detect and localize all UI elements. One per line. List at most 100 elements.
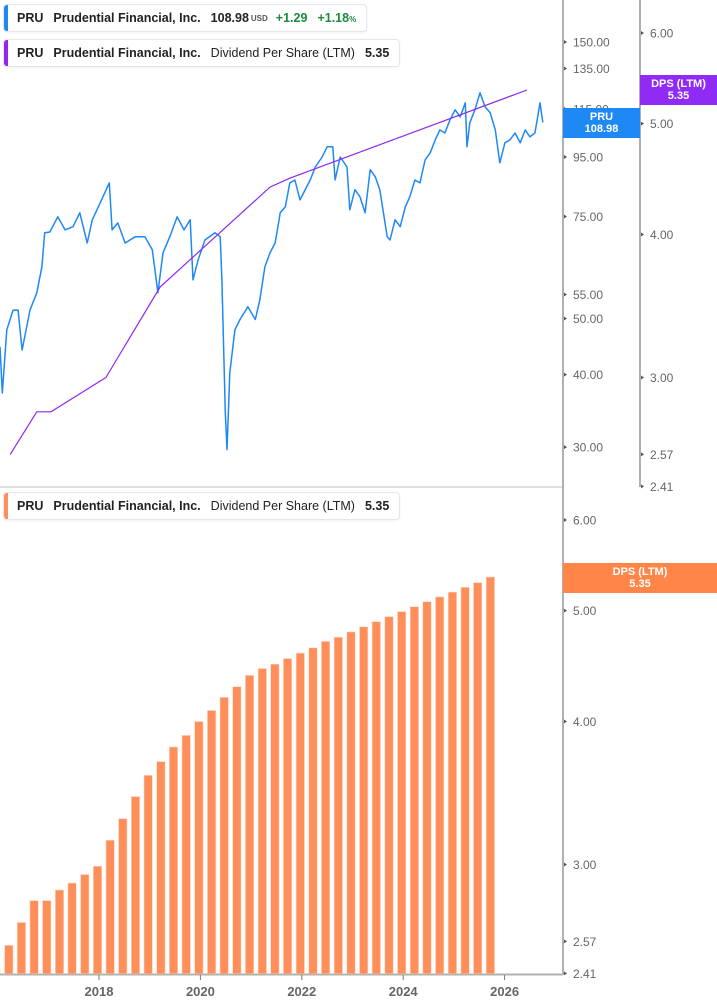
badge-label: DPS (LTM) (651, 78, 706, 90)
price-axis-tick-label: 40.00 (573, 368, 603, 382)
x-axis-tick-label: 2026 (490, 984, 519, 999)
dps-bar[interactable] (181, 735, 191, 974)
dps-axis-bottom-tick-label: 3.00 (573, 858, 597, 872)
dps-bar[interactable] (384, 616, 394, 974)
dps-axis-bottom-tick-mark (564, 719, 567, 724)
dps-bar[interactable] (93, 865, 103, 974)
dps-axis-bottom-tick-label: 5.00 (573, 604, 597, 618)
legend-metric: Dividend Per Share (LTM) (210, 46, 355, 60)
dps-bar[interactable] (29, 900, 39, 974)
dps-axis-bottom-tick-mark (564, 939, 567, 944)
legend-change: +1.29 (275, 11, 308, 25)
dps-bar[interactable] (54, 889, 64, 974)
price-legend[interactable]: PRU Prudential Financial, Inc. 108.98 US… (3, 4, 368, 32)
dps-legend-top[interactable]: PRU Prudential Financial, Inc. Dividend … (3, 39, 401, 67)
dps-bar[interactable] (435, 596, 445, 974)
dps-bar[interactable] (295, 652, 305, 974)
price-axis-tick-mark (564, 66, 567, 71)
dps-bar[interactable] (143, 774, 153, 974)
dps-axis-top-tick-label: 3.00 (650, 371, 674, 385)
dps-bar[interactable] (270, 663, 280, 974)
badge-value: 108.98 (584, 123, 619, 135)
badge-value: 5.35 (667, 90, 690, 102)
dps-bar[interactable] (194, 721, 204, 975)
legend-company: Prudential Financial, Inc. (53, 11, 201, 25)
legend-price: 108.98 (210, 11, 249, 25)
x-axis-tick-label: 2022 (287, 984, 316, 999)
price-axis-tick-label: 150.00 (573, 36, 610, 50)
price-axis-tick-mark (564, 214, 567, 219)
dps-bar[interactable] (447, 591, 457, 974)
dps-bar[interactable] (460, 586, 470, 974)
dps-badge-bottom: DPS (LTM) 5.35 (563, 563, 717, 593)
dps-bar[interactable] (16, 922, 26, 974)
price-badge: PRU 108.98 (563, 108, 640, 138)
dps-bar[interactable] (321, 641, 331, 974)
legend-ticker: PRU (17, 11, 44, 25)
dps-bar[interactable] (169, 746, 179, 974)
price-axis-tick-label: 95.00 (573, 150, 603, 164)
dps-bar[interactable] (359, 626, 369, 974)
dps-bar[interactable] (485, 576, 495, 974)
dps-axis-bottom-tick-mark (564, 518, 567, 522)
dps-bar[interactable] (80, 874, 90, 975)
price-axis-tick-mark (564, 292, 567, 297)
dps-bar[interactable] (131, 796, 141, 975)
dps-bar[interactable] (156, 761, 166, 974)
dps-bar[interactable] (67, 882, 77, 974)
price-legend-color (4, 5, 8, 31)
legend-company: Prudential Financial, Inc. (53, 46, 201, 60)
dps-axis-top-tick-label: 2.41 (650, 480, 674, 494)
dps-bar[interactable] (473, 582, 483, 974)
dps-bar[interactable] (257, 668, 267, 975)
dps-bar[interactable] (283, 658, 293, 974)
dps-bar[interactable] (346, 631, 356, 974)
dps-bar[interactable] (245, 674, 255, 974)
legend-change-pct-value: +1.18 (317, 11, 350, 25)
price-axis-tick-label: 55.00 (573, 288, 603, 302)
dps-axis-top-tick-label: 2.57 (650, 448, 674, 462)
dps-axis-top-tick-mark (641, 232, 644, 237)
dps-bar[interactable] (105, 839, 115, 974)
dps-bar[interactable] (42, 900, 52, 974)
dps-axis-bottom-tick-label: 2.57 (573, 935, 597, 949)
dps-axis-bottom-tick-mark (564, 862, 567, 867)
price-axis-tick-label: 30.00 (573, 441, 603, 455)
dps-bar[interactable] (118, 818, 128, 974)
x-axis-tick-label: 2024 (389, 984, 419, 999)
dps-bar[interactable] (409, 606, 419, 974)
badge-value: 5.35 (629, 578, 651, 590)
price-line[interactable] (0, 92, 544, 451)
badge-label: DPS (LTM) (612, 566, 668, 578)
dps-line[interactable] (9, 89, 528, 455)
dps-bar[interactable] (371, 621, 381, 974)
legend-ticker: PRU (17, 46, 44, 60)
dps-axis-bottom-tick-label: 4.00 (573, 715, 597, 729)
dps-bar-plot (0, 576, 495, 975)
dps-axis-top-tick-label: 4.00 (650, 228, 674, 242)
dps-bar[interactable] (4, 944, 14, 974)
dps-legend-bottom[interactable]: PRU Prudential Financial, Inc. Dividend … (3, 492, 401, 520)
dps-bar[interactable] (422, 601, 432, 974)
axes: 150.00135.00115.0095.0075.0055.0050.0040… (85, 27, 674, 1000)
price-plot (0, 89, 544, 455)
dps-axis-top-tick-label: 5.00 (650, 117, 674, 131)
dps-bar[interactable] (232, 686, 242, 974)
dps-bar[interactable] (219, 696, 229, 974)
legend-company: Prudential Financial, Inc. (53, 499, 201, 513)
dps-bar[interactable] (397, 611, 407, 974)
dps-axis-top-tick-mark (641, 452, 644, 457)
price-axis-tick-label: 75.00 (573, 210, 603, 224)
price-axis-tick-label: 50.00 (573, 312, 603, 326)
legend-value: 5.35 (364, 46, 390, 60)
x-axis-tick-label: 2018 (85, 984, 114, 999)
dps-bar[interactable] (308, 647, 318, 974)
legend-metric: Dividend Per Share (LTM) (210, 499, 355, 513)
dps-axis-bottom-tick-label: 6.00 (573, 514, 597, 528)
legend-change-pct: +1.18% (317, 11, 356, 25)
dps-bar[interactable] (333, 636, 343, 974)
dps-bar[interactable] (207, 710, 217, 975)
dps-axis-top-tick-mark (641, 375, 644, 380)
dps-axis-top-tick-mark (641, 484, 644, 489)
